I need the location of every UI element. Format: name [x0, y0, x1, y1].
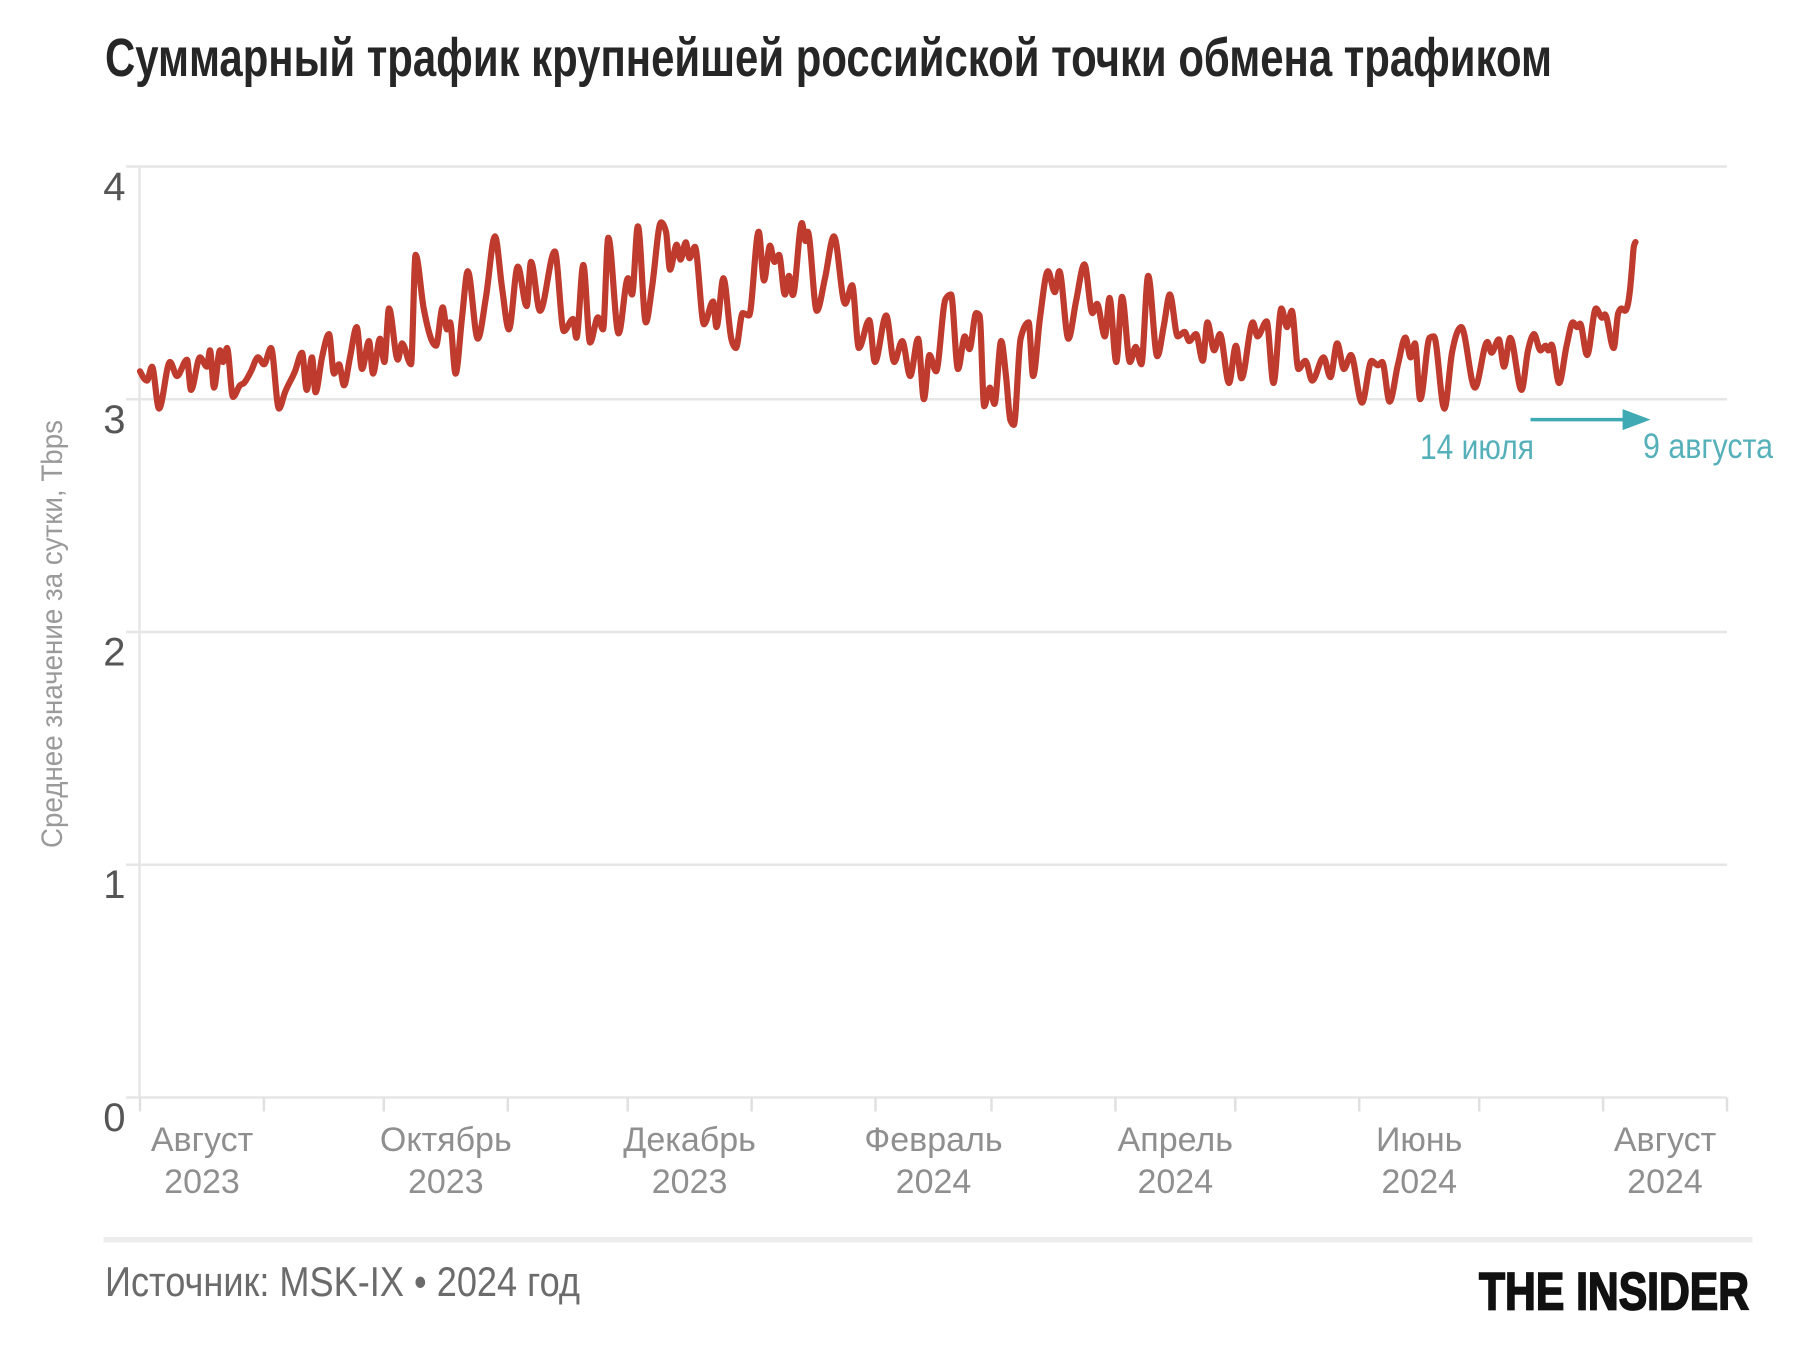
svg-text:1: 1 — [103, 863, 125, 907]
svg-text:Октябрь: Октябрь — [380, 1121, 512, 1159]
svg-text:Источник: MSK-IX • 2024 год: Источник: MSK-IX • 2024 год — [105, 1258, 580, 1305]
svg-text:Август: Август — [1614, 1121, 1716, 1159]
svg-text:Суммарный трафик крупнейшей ро: Суммарный трафик крупнейшей российской т… — [105, 28, 1552, 88]
svg-text:THE INSIDER: THE INSIDER — [1479, 1263, 1749, 1322]
svg-text:3: 3 — [103, 398, 125, 442]
svg-text:4: 4 — [103, 165, 125, 209]
svg-text:9 августа: 9 августа — [1643, 427, 1773, 466]
svg-text:2024: 2024 — [896, 1163, 972, 1201]
svg-text:2024: 2024 — [1137, 1163, 1213, 1201]
svg-text:Апрель: Апрель — [1118, 1121, 1233, 1159]
svg-text:Среднее значение за сутки, Tbp: Среднее значение за сутки, Tbps — [36, 420, 69, 848]
svg-text:Июнь: Июнь — [1376, 1121, 1462, 1159]
svg-text:2023: 2023 — [164, 1163, 240, 1201]
svg-text:14 июля: 14 июля — [1420, 428, 1534, 467]
svg-text:Декабрь: Декабрь — [623, 1121, 756, 1159]
svg-text:Февраль: Февраль — [864, 1121, 1002, 1159]
svg-text:2023: 2023 — [652, 1163, 728, 1201]
svg-text:0: 0 — [103, 1096, 125, 1140]
svg-text:2024: 2024 — [1381, 1163, 1457, 1201]
svg-text:2023: 2023 — [408, 1163, 484, 1201]
svg-text:Август: Август — [151, 1121, 253, 1159]
svg-text:2: 2 — [103, 631, 125, 675]
svg-text:2024: 2024 — [1627, 1163, 1703, 1201]
